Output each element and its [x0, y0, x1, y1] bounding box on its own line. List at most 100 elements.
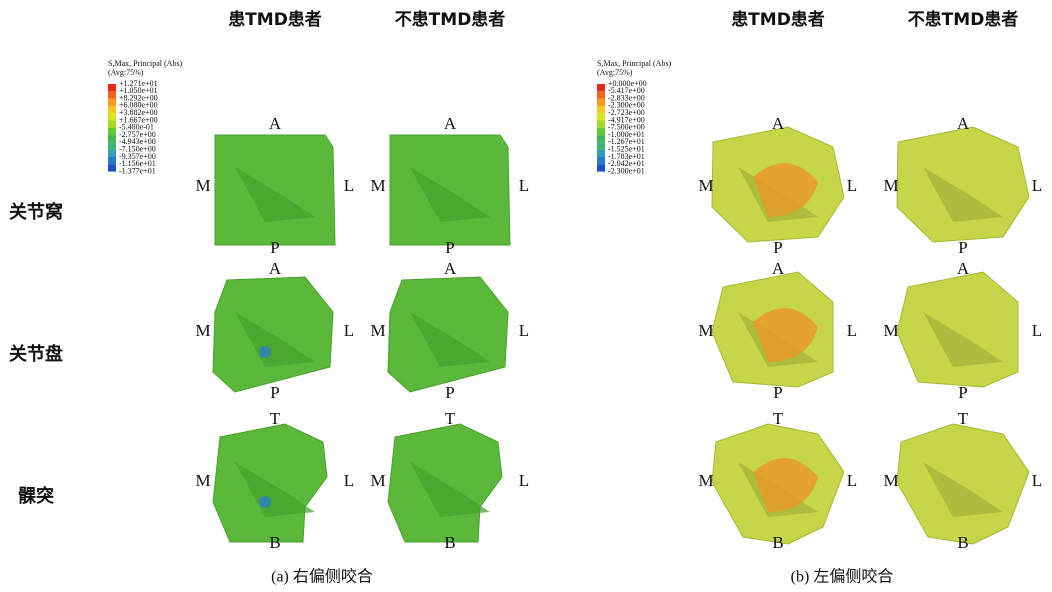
- row-label: 关节盘: [9, 343, 63, 365]
- direction-label: A: [444, 114, 457, 133]
- model-surface: [897, 424, 1029, 544]
- direction-label: P: [270, 238, 279, 257]
- column-header: 患TMD患者: [731, 9, 825, 30]
- legend-label: -1.377e+01: [119, 166, 156, 175]
- model-surface: [390, 135, 510, 245]
- legend-subtitle: (Avg:75%): [108, 68, 144, 77]
- fea-image: [388, 424, 502, 542]
- direction-label: P: [773, 383, 782, 402]
- legend-swatch: [108, 121, 116, 128]
- legend-swatch: [108, 91, 116, 98]
- direction-label: M: [195, 471, 210, 490]
- direction-label: T: [445, 409, 456, 428]
- column-header: 不患TMD患者: [908, 9, 1019, 30]
- direction-label: M: [195, 321, 210, 340]
- legend-swatch: [597, 157, 605, 164]
- legend-label: -2.300e+01: [608, 166, 645, 175]
- fea-image: [213, 424, 327, 542]
- direction-label: A: [269, 259, 282, 278]
- direction-label: M: [195, 176, 210, 195]
- legend-swatch: [108, 106, 116, 113]
- direction-label: A: [957, 259, 970, 278]
- panel-caption: (b) 左偏侧咬合: [791, 568, 894, 586]
- legend-swatch: [597, 150, 605, 157]
- direction-label: B: [957, 533, 968, 552]
- legend-title: S,Max, Principal (Abs): [108, 59, 183, 68]
- direction-label: L: [847, 321, 857, 340]
- direction-label: M: [698, 176, 713, 195]
- fea-image: [712, 424, 844, 544]
- legend-swatch: [597, 135, 605, 142]
- direction-label: P: [270, 383, 279, 402]
- model-surface: [388, 277, 508, 392]
- direction-label: L: [344, 176, 354, 195]
- row-label: 关节窝: [9, 201, 63, 223]
- fea-image: [712, 272, 833, 387]
- fea-image: [215, 135, 335, 245]
- legend-swatch: [597, 142, 605, 149]
- row-label: 髁突: [18, 485, 54, 507]
- direction-label: A: [444, 259, 457, 278]
- direction-label: P: [958, 383, 967, 402]
- legend-swatch: [597, 99, 605, 106]
- direction-label: L: [344, 471, 354, 490]
- fea-image: [388, 277, 508, 392]
- direction-label: B: [269, 533, 280, 552]
- figure: 关节窝关节盘髁突S,Max, Principal (Abs)(Avg:75%)+…: [0, 0, 1052, 592]
- direction-label: M: [883, 471, 898, 490]
- fea-image: [712, 127, 844, 242]
- legend-swatch: [108, 135, 116, 142]
- direction-label: B: [772, 533, 783, 552]
- panel-caption: (a) 右偏侧咬合: [271, 568, 373, 586]
- legend-subtitle: (Avg:75%): [597, 68, 633, 77]
- fea-image: [897, 272, 1018, 387]
- column-header: 不患TMD患者: [395, 9, 506, 30]
- legend-swatch: [108, 99, 116, 106]
- direction-label: P: [445, 383, 454, 402]
- direction-label: L: [519, 321, 529, 340]
- direction-label: A: [957, 114, 970, 133]
- direction-label: T: [270, 409, 281, 428]
- legend-swatch: [108, 142, 116, 149]
- direction-label: L: [1032, 321, 1042, 340]
- fea-image: [213, 277, 333, 392]
- model-surface: [213, 277, 333, 392]
- legend-swatch: [597, 91, 605, 98]
- direction-label: L: [847, 471, 857, 490]
- direction-label: M: [698, 471, 713, 490]
- direction-label: P: [958, 238, 967, 257]
- fea-image: [897, 424, 1029, 544]
- direction-label: M: [698, 321, 713, 340]
- legend-swatch: [108, 128, 116, 135]
- direction-label: M: [370, 176, 385, 195]
- direction-label: A: [269, 114, 282, 133]
- direction-label: P: [445, 238, 454, 257]
- legend-swatch: [108, 157, 116, 164]
- direction-label: A: [772, 114, 785, 133]
- legend-swatch: [108, 150, 116, 157]
- legend-swatch: [108, 164, 116, 171]
- legend-swatch: [108, 84, 116, 91]
- direction-label: L: [344, 321, 354, 340]
- fea-image: [390, 135, 510, 245]
- direction-label: L: [519, 471, 529, 490]
- direction-label: A: [772, 259, 785, 278]
- direction-label: M: [370, 321, 385, 340]
- model-surface: [215, 135, 335, 245]
- stress-hotspot: [259, 346, 271, 358]
- direction-label: M: [883, 321, 898, 340]
- direction-label: L: [847, 176, 857, 195]
- fea-image: [897, 127, 1029, 242]
- direction-label: B: [444, 533, 455, 552]
- legend-swatch: [597, 128, 605, 135]
- legend-swatch: [597, 164, 605, 171]
- direction-label: M: [370, 471, 385, 490]
- legend-title: S,Max, Principal (Abs): [597, 59, 672, 68]
- direction-label: P: [773, 238, 782, 257]
- direction-label: M: [883, 176, 898, 195]
- direction-label: L: [1032, 176, 1042, 195]
- legend-swatch: [597, 106, 605, 113]
- legend-swatch: [597, 121, 605, 128]
- direction-label: L: [1032, 471, 1042, 490]
- column-header: 患TMD患者: [228, 9, 322, 30]
